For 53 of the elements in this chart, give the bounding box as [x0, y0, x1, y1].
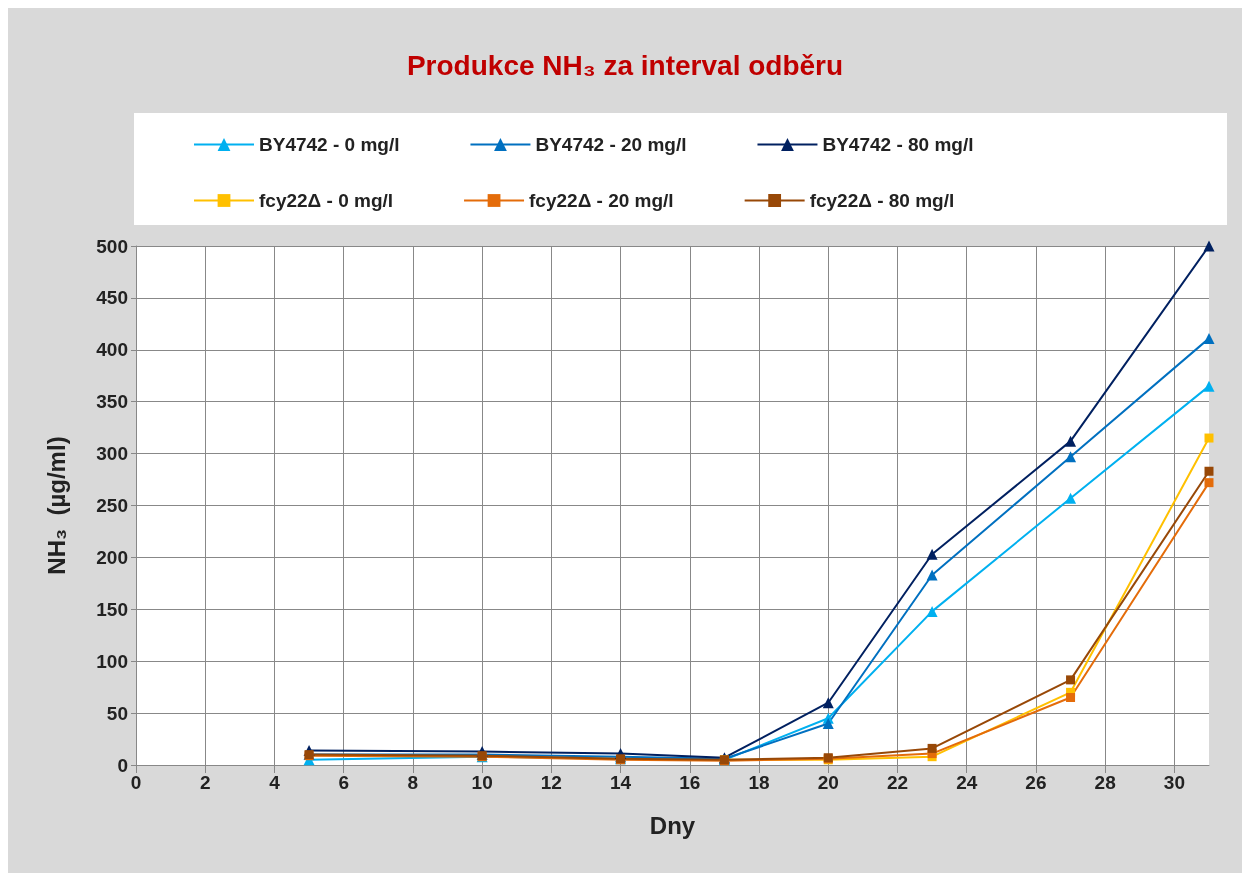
- point: [822, 717, 834, 729]
- legend-label: fcy22Δ - 80 mg/l: [809, 190, 955, 211]
- y-tick-label: 150: [96, 598, 128, 620]
- y-tick-label: 500: [96, 235, 128, 257]
- x-tick-label: 8: [407, 772, 419, 793]
- point: [1065, 492, 1077, 504]
- y-tick-label: 300: [96, 443, 128, 465]
- x-tick-label: 22: [886, 772, 909, 793]
- point: [1204, 433, 1214, 443]
- point: [926, 548, 938, 560]
- legend-label: BY4742 - 20 mg/l: [535, 134, 687, 155]
- x-tick-label: 24: [956, 772, 978, 793]
- y-axis-title: NH₃ (µg/ml): [42, 436, 70, 575]
- x-tick-label: 14: [610, 772, 632, 793]
- point: [926, 569, 938, 581]
- point: [1066, 675, 1076, 685]
- y-tick-label: 50: [106, 702, 128, 724]
- point: [1204, 466, 1214, 476]
- point: [1065, 435, 1077, 447]
- x-tick-label: 26: [1025, 772, 1047, 793]
- x-tick-label: 20: [817, 772, 839, 793]
- x-tick-label: 16: [679, 772, 701, 793]
- x-tick-label: 18: [748, 772, 770, 793]
- y-tick-label: 200: [96, 546, 128, 568]
- legend-label: fcy22Δ - 0 mg/l: [259, 190, 394, 211]
- point: [1065, 451, 1077, 463]
- point: [822, 697, 834, 709]
- legend-label: BY4742 - 0 mg/l: [259, 134, 400, 155]
- point: [1203, 380, 1215, 392]
- x-tick-label: 10: [471, 772, 493, 793]
- y-tick-label: 250: [96, 495, 128, 516]
- x-axis-title: Dny: [649, 811, 696, 839]
- point: [926, 605, 938, 617]
- x-tick-label: 0: [130, 772, 142, 793]
- x-tick-label: 2: [199, 772, 211, 793]
- x-tick-label: 28: [1094, 772, 1116, 793]
- point: [927, 743, 937, 753]
- point: [1204, 478, 1214, 488]
- y-tick-label: 350: [96, 391, 128, 413]
- legend-label: fcy22Δ - 20 mg/l: [529, 190, 674, 211]
- legend-label: BY4742 - 80 mg/l: [822, 134, 974, 155]
- x-tick-label: 12: [540, 772, 562, 793]
- chart-title: Produkce NH₃ za interval odběru: [406, 49, 844, 81]
- x-tick-label: 30: [1163, 772, 1185, 793]
- point: [1066, 693, 1076, 703]
- y-tick-label: 0: [117, 754, 128, 776]
- y-tick-label: 450: [96, 287, 128, 309]
- y-tick-label: 400: [96, 339, 128, 361]
- y-tick-label: 100: [96, 650, 128, 672]
- point: [1203, 332, 1215, 344]
- point: [1203, 240, 1215, 252]
- x-tick-label: 4: [269, 772, 281, 793]
- x-tick-label: 6: [338, 772, 349, 793]
